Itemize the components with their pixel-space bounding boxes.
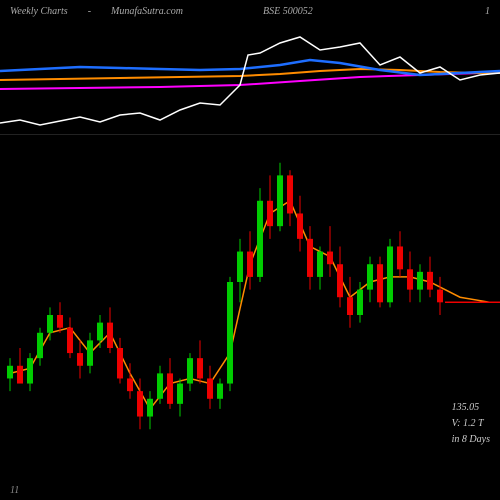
last-price: 135.05 xyxy=(452,400,490,416)
chart-header: Weekly Charts - MunafaSutra.com BSE 5000… xyxy=(10,6,490,17)
price-info-box: 135.05 V: 1.2 T in 8 Days xyxy=(452,400,490,448)
days-label: in 8 Days xyxy=(452,432,490,448)
volume-label: V: 1.2 T xyxy=(452,416,490,432)
price-panel: 135.05 V: 1.2 T in 8 Days xyxy=(0,150,500,480)
chart-ticker: BSE 500052 xyxy=(263,6,313,17)
chart-source: MunafaSutra.com xyxy=(111,6,183,17)
page-number: 1 xyxy=(485,6,490,17)
chart-title: Weekly Charts xyxy=(10,6,68,17)
indicator-panel xyxy=(0,25,500,135)
footer-left: 11 xyxy=(10,485,19,496)
